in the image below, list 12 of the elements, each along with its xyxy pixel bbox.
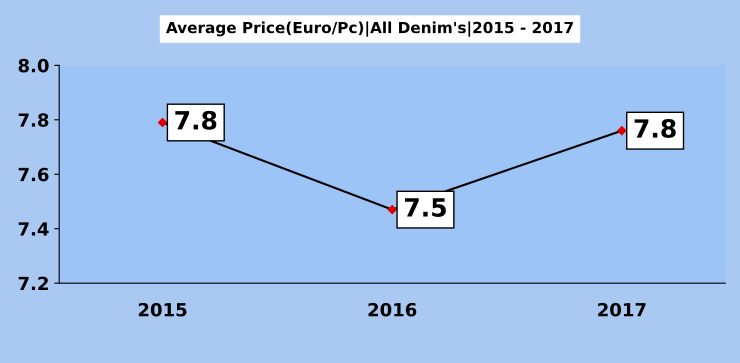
- x-tick-label: 2016: [368, 302, 416, 317]
- data-label: 7.8: [634, 119, 676, 138]
- data-label: 7.5: [404, 198, 446, 217]
- y-tick-label: 7.4: [18, 222, 49, 236]
- x-tick-label: 2015: [138, 302, 186, 317]
- data-label: 7.8: [175, 110, 216, 130]
- y-tick-label: 7.8: [18, 113, 48, 127]
- x-tick-label: 2017: [598, 302, 646, 317]
- y-tick-label: 7.6: [18, 168, 49, 182]
- y-tick-label: 7.2: [18, 276, 48, 290]
- chart-title: Average Price(Euro/Pc)|All Denim's|2015 - 2017: [166, 21, 573, 37]
- y-tick-label: 8.0: [18, 58, 49, 72]
